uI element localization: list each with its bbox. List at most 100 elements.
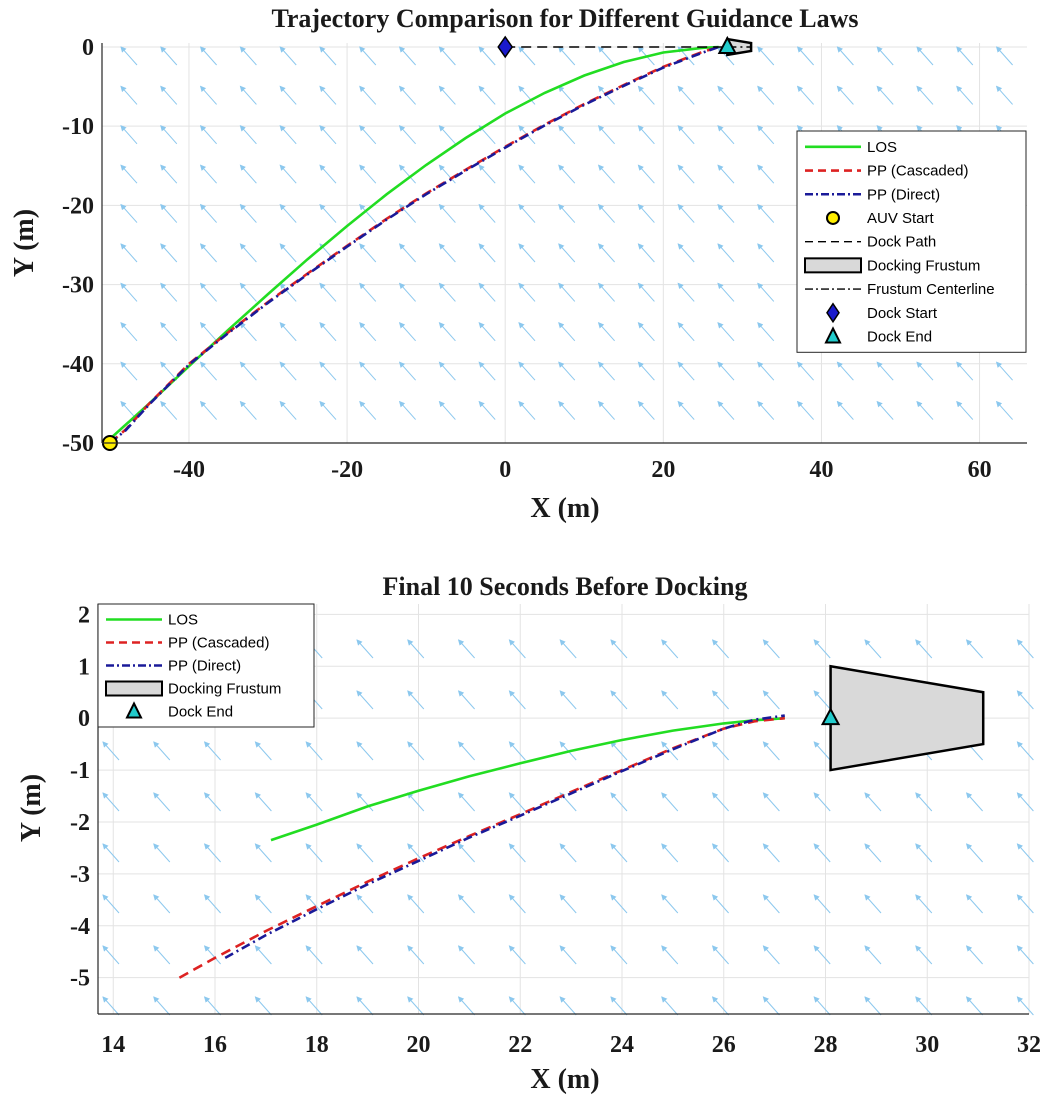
chart-2-current-arrow: [356, 894, 374, 914]
chart-1-current-arrow: [995, 361, 1013, 381]
chart-1-current-arrow: [717, 164, 735, 184]
chart-1-current-arrow: [478, 243, 496, 263]
chart-2-current-arrow: [356, 690, 374, 710]
chart-2-current-arrow: [1016, 741, 1034, 761]
chart-1-current-arrow: [677, 125, 695, 145]
chart-2-current-arrow: [457, 996, 475, 1016]
chart-2-current-arrow: [457, 945, 475, 965]
chart-2-series-los: [270, 716, 785, 842]
chart-1-current-arrow: [597, 400, 615, 420]
chart-2-current-arrow: [915, 792, 933, 812]
chart-2-current-arrow: [407, 690, 425, 710]
chart-1-current-arrow: [279, 282, 297, 302]
chart-2-legend-entry-label: LOS: [168, 612, 198, 629]
chart-1-current-arrow: [199, 125, 217, 145]
chart-2-current-arrow: [559, 996, 577, 1016]
chart-1-current-arrow: [518, 361, 536, 381]
chart-2-current-arrow: [711, 996, 729, 1016]
chart-1-legend-entry-swatch: [826, 302, 840, 324]
chart-1-current-arrow: [597, 46, 615, 66]
chart-1-xtick-label: 0: [499, 457, 511, 483]
chart-1-current-arrow: [757, 361, 775, 381]
chart-2-current-arrow: [102, 996, 120, 1016]
chart-1-current-arrow: [558, 400, 576, 420]
chart-2-current-arrow: [559, 843, 577, 863]
chart-2-current-arrow: [305, 792, 323, 812]
chart-1-current-arrow: [359, 164, 377, 184]
chart-2-current-arrow: [102, 741, 120, 761]
chart-1-current-arrow: [518, 85, 536, 105]
chart-1-ytick-label: -20: [62, 193, 94, 219]
chart-2-current-arrow: [457, 639, 475, 659]
chart-2-current-arrow: [762, 996, 780, 1016]
chart-2-current-arrow: [203, 996, 221, 1016]
chart-1-current-arrow: [956, 361, 974, 381]
chart-2-ytick-label: -3: [70, 862, 90, 888]
chart-1-current-arrow: [597, 282, 615, 302]
chart-1-current-arrow: [120, 46, 138, 66]
chart-2-current-arrow: [356, 792, 374, 812]
chart-2-current-arrow: [457, 843, 475, 863]
chart-2-current-arrow: [711, 741, 729, 761]
chart-1-legend-entry-swatch: [826, 210, 840, 225]
chart-2-current-arrow: [610, 996, 628, 1016]
chart-1-current-arrow: [836, 85, 854, 105]
chart-2-current-arrow: [508, 741, 526, 761]
chart-1-current-arrow: [120, 282, 138, 302]
chart-1-current-arrow: [717, 322, 735, 342]
chart-1-current-arrow: [916, 361, 934, 381]
chart-2-legend-entry-swatch: [125, 701, 143, 719]
chart-2-current-arrow: [661, 792, 679, 812]
chart-1-ytick-label: -40: [62, 352, 94, 378]
chart-1-current-arrow: [757, 243, 775, 263]
chart-1-current-arrow: [279, 400, 297, 420]
chart-2-current-arrow: [610, 690, 628, 710]
chart-2-ylabel: Y (m): [16, 774, 47, 842]
chart-1-current-arrow: [160, 361, 178, 381]
chart-2-xtick-label: 16: [203, 1032, 227, 1058]
chart-2-current-arrow: [203, 945, 221, 965]
chart-1-current-arrow: [319, 282, 337, 302]
chart-2-current-arrow: [457, 894, 475, 914]
chart-2-current-arrow: [610, 843, 628, 863]
chart-1-current-arrow: [677, 203, 695, 223]
chart-2-current-arrow: [762, 741, 780, 761]
chart-2-current-arrow: [661, 843, 679, 863]
chart-2-xtick-label: 18: [305, 1032, 329, 1058]
chart-1-current-arrow: [558, 282, 576, 302]
chart-1-current-arrow: [438, 322, 456, 342]
chart-1-current-arrow: [518, 322, 536, 342]
chart-2-ytick-label: -5: [70, 966, 90, 992]
chart-2-current-arrow: [508, 945, 526, 965]
chart-1-series-dock-start: [497, 35, 514, 59]
chart-2-current-arrow: [203, 741, 221, 761]
chart-2-current-arrow: [356, 843, 374, 863]
chart-1-current-arrow: [757, 322, 775, 342]
chart-2-current-arrow: [407, 945, 425, 965]
chart-2-current-arrow: [813, 639, 831, 659]
chart-1-series: [101, 35, 753, 451]
chart-1-current-arrow: [279, 203, 297, 223]
chart-2-current-arrow: [915, 894, 933, 914]
chart-1-current-arrow: [359, 203, 377, 223]
chart-1-current-arrow: [239, 400, 257, 420]
chart-1-current-arrow: [717, 203, 735, 223]
chart-1-current-arrow: [239, 125, 257, 145]
chart-1-legend-entry-label: AUV Start: [867, 210, 935, 227]
chart-1-current-arrow: [757, 282, 775, 302]
chart-2-current-arrow: [203, 894, 221, 914]
chart-1-current-arrow: [319, 164, 337, 184]
chart-1-current-arrow: [319, 125, 337, 145]
chart-1-current-arrow: [359, 282, 377, 302]
chart-2-current-arrow: [457, 741, 475, 761]
chart-1-current-arrow: [319, 203, 337, 223]
chart-1-current-arrow: [120, 203, 138, 223]
chart-2-current-arrow: [102, 945, 120, 965]
chart-2-current-arrow: [864, 894, 882, 914]
chart-2-series-dock-end: [820, 707, 841, 726]
chart-2-current-arrow: [153, 741, 171, 761]
chart-1-current-arrow: [558, 203, 576, 223]
chart-1-current-arrow: [796, 85, 814, 105]
chart-1-current-arrow: [160, 282, 178, 302]
chart-1-legend-entry-label: Dock Start: [867, 305, 938, 322]
